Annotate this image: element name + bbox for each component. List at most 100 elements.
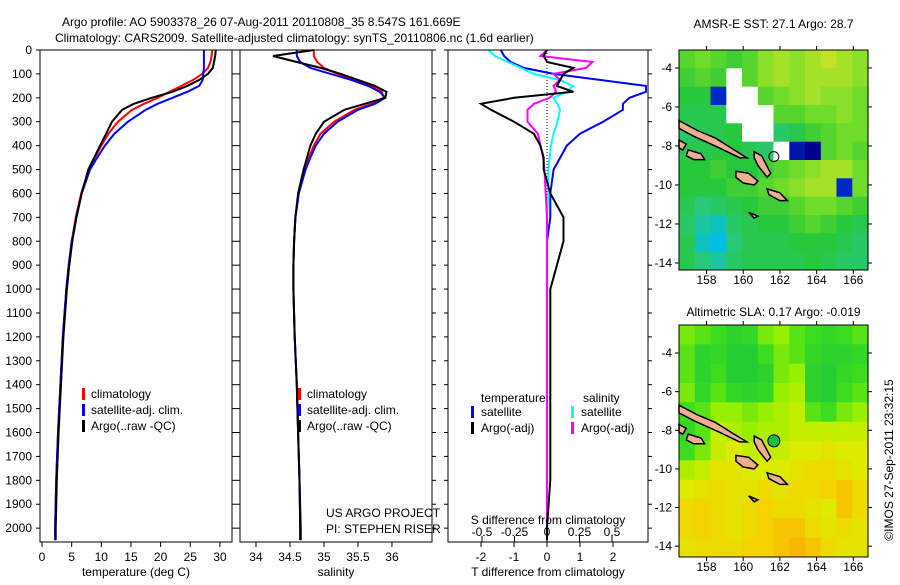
heatmap-cell xyxy=(757,325,775,345)
x-tick-label: 158 xyxy=(697,273,717,287)
heatmap-cell xyxy=(789,123,806,143)
heatmap-cell xyxy=(789,383,806,403)
legend-swatch xyxy=(82,420,85,432)
heatmap-cell xyxy=(820,215,838,234)
heatmap-cell xyxy=(852,50,869,69)
heatmap-cell xyxy=(805,50,822,69)
heatmap-cell xyxy=(773,233,790,253)
legend-label: Argo(-adj) xyxy=(481,421,534,435)
heatmap-cell xyxy=(852,363,869,384)
heatmap-cell xyxy=(805,123,822,143)
y-tick-label: -14 xyxy=(655,256,673,270)
heatmap-cell xyxy=(757,196,775,216)
heatmap-cell xyxy=(757,363,775,384)
heatmap-cell xyxy=(805,105,822,124)
y-tick-label: 1600 xyxy=(5,426,32,440)
heatmap-cell xyxy=(820,105,838,124)
heatmap-cell xyxy=(820,363,838,384)
heatmap-cell xyxy=(694,383,712,403)
heatmap-cell xyxy=(820,233,838,253)
heatmap-cell xyxy=(694,215,712,234)
heatmap-cell xyxy=(726,363,743,384)
heatmap-cell xyxy=(820,68,838,88)
heatmap-cell xyxy=(757,537,775,558)
heatmap-cell xyxy=(820,537,838,558)
heatmap-cell xyxy=(789,499,806,519)
heatmap-cell xyxy=(710,105,727,124)
heatmap-cell xyxy=(836,233,853,253)
series-line-satellite-adj-clim- xyxy=(292,50,387,541)
x-axis-label: T difference from climatology xyxy=(471,565,625,579)
heatmap-cell xyxy=(789,233,806,253)
y-tick-label: 1300 xyxy=(5,354,32,368)
heatmap-cell xyxy=(852,68,869,88)
heatmap-cell xyxy=(820,50,838,69)
heatmap-cell xyxy=(757,499,775,519)
heatmap-cell xyxy=(710,460,727,481)
island-outline xyxy=(765,471,790,486)
heatmap-cell xyxy=(773,518,790,539)
heatmap-cell xyxy=(710,479,727,500)
heatmap-cell xyxy=(789,105,806,124)
heatmap-cell xyxy=(852,383,869,403)
heatmap-cell xyxy=(836,402,853,423)
island-outline xyxy=(685,148,707,161)
figure-title-line1: Argo profile: AO 5903378_26 07-Aug-2011 … xyxy=(62,15,461,29)
heatmap-cell xyxy=(757,86,775,106)
heatmap-cell xyxy=(679,68,696,88)
map-frame xyxy=(678,324,869,558)
legend-label: climatology xyxy=(91,387,151,401)
y-tick-label: -14 xyxy=(655,539,673,553)
y-tick-label: -4 xyxy=(661,346,672,360)
heatmap-cell xyxy=(694,196,712,216)
y-tick-label: 1400 xyxy=(5,378,32,392)
heatmap-cell xyxy=(679,215,696,234)
heatmap-cell xyxy=(726,86,743,106)
heatmap-cell xyxy=(710,402,727,423)
heatmap-cell xyxy=(820,251,838,271)
heatmap-cell xyxy=(820,383,838,403)
heatmap-cell xyxy=(789,68,806,88)
heatmap-cell xyxy=(726,50,743,69)
legend-swatch xyxy=(571,406,574,418)
heatmap-cell xyxy=(805,233,822,253)
heatmap-cell xyxy=(789,363,806,384)
legend-swatch xyxy=(298,420,301,432)
heatmap-cell xyxy=(710,383,727,403)
heatmap-cell xyxy=(820,160,838,179)
heatmap-cell xyxy=(789,460,806,481)
heatmap-cell xyxy=(710,50,727,69)
heatmap-cell xyxy=(679,251,696,271)
y-tick-label: -10 xyxy=(655,462,673,476)
y-tick-label: 0 xyxy=(25,43,32,57)
island-outline xyxy=(748,495,760,503)
heatmap-cell xyxy=(742,325,759,345)
x2-tick-label: 0.25 xyxy=(568,525,592,539)
x-tick-label: 35 xyxy=(317,550,331,564)
x2-tick-label: 0.5 xyxy=(604,525,621,539)
x-tick-label: 25 xyxy=(184,550,198,564)
heatmap-cell xyxy=(742,68,759,88)
heatmap-cell xyxy=(820,178,838,198)
heatmap-cell xyxy=(773,86,790,106)
x-tick-label: 10 xyxy=(95,550,109,564)
heatmap-cell xyxy=(710,325,727,345)
heatmap-cell xyxy=(742,499,759,519)
heatmap-cell xyxy=(805,363,822,384)
plot-frame xyxy=(39,49,233,543)
x-tick-label: 34.5 xyxy=(278,550,302,564)
heatmap-cell xyxy=(773,344,790,365)
heatmap-cell xyxy=(694,50,712,69)
x-tick-label: 30 xyxy=(213,550,227,564)
y-tick-label: 1500 xyxy=(5,402,32,416)
heatmap-cell xyxy=(852,402,869,423)
heatmap-cell xyxy=(852,460,869,481)
x-tick-label: 1 xyxy=(577,550,584,564)
heatmap-cell xyxy=(789,160,806,179)
y-tick-label: 1900 xyxy=(5,497,32,511)
heatmap-cell xyxy=(789,344,806,365)
x2-axis-label: S difference from climatology xyxy=(471,513,626,527)
argo-location-marker xyxy=(767,434,781,448)
series-line-argo-raw-qc- xyxy=(54,49,217,541)
heatmap-cell xyxy=(836,479,853,500)
